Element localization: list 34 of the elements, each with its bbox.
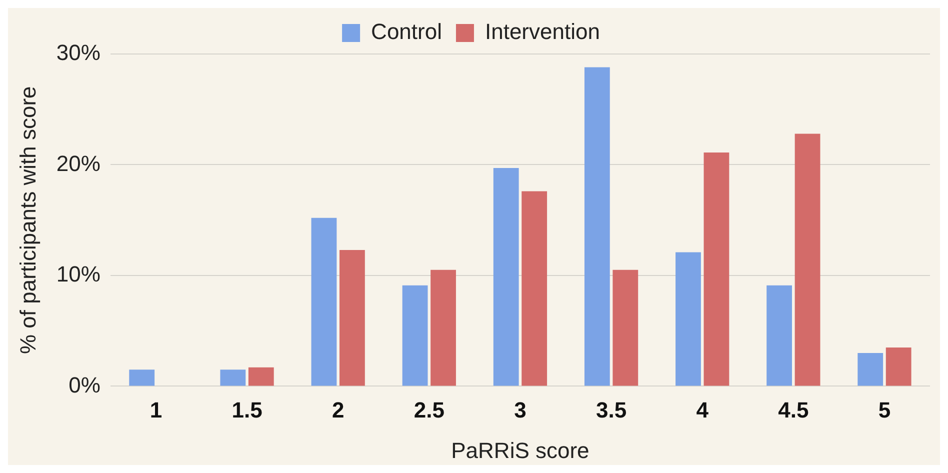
x-tick-label: 2.5 xyxy=(414,397,444,422)
bar xyxy=(340,250,365,386)
bar xyxy=(522,191,548,386)
x-tick-label: 1.5 xyxy=(232,397,262,422)
bar xyxy=(794,134,820,386)
x-tick-label: 2 xyxy=(332,397,344,422)
y-tick-label: 20% xyxy=(56,150,100,176)
bar xyxy=(704,152,730,386)
y-tick-label: 30% xyxy=(56,40,100,66)
y-tick-label: 0% xyxy=(68,372,100,398)
bar xyxy=(402,285,428,386)
bar xyxy=(612,270,638,386)
bar xyxy=(886,347,912,386)
x-tick-label: 1 xyxy=(150,397,162,422)
y-axis-title: % of participants with score xyxy=(15,86,40,354)
bar xyxy=(676,252,701,386)
x-axis-title: PaRRiS score xyxy=(451,438,590,463)
x-tick-label: 3.5 xyxy=(596,397,627,422)
bar xyxy=(858,352,884,386)
y-tick-label: 10% xyxy=(56,262,100,287)
x-tick-label: 4 xyxy=(696,397,710,422)
x-tick-label: 4.5 xyxy=(778,397,809,422)
x-tick-label: 5 xyxy=(878,397,891,422)
bar xyxy=(220,370,246,386)
legend-label: Intervention xyxy=(484,19,600,44)
bar xyxy=(584,67,610,386)
bar xyxy=(493,168,519,386)
bar xyxy=(248,367,274,386)
bar xyxy=(430,270,456,386)
legend-label: Control xyxy=(371,19,442,44)
x-tick-label: 3 xyxy=(514,397,526,422)
bar xyxy=(311,218,337,386)
bar xyxy=(129,370,155,386)
bar xyxy=(766,285,792,386)
